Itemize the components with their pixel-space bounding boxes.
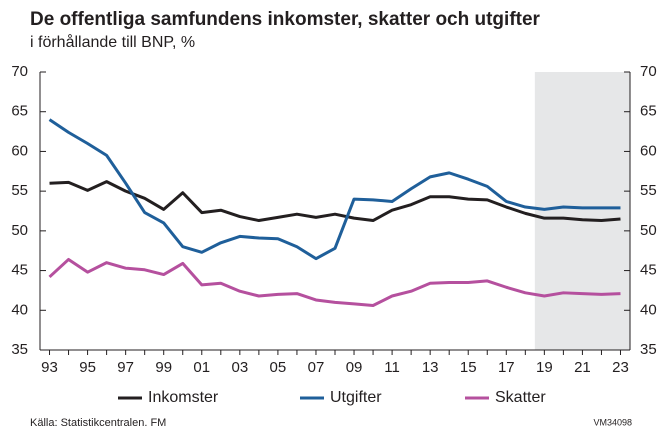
y2-tick-label: 70 xyxy=(640,63,657,80)
x-tick-label: 21 xyxy=(574,359,591,376)
y-tick-label: 65 xyxy=(11,103,28,120)
x-tick-label: 03 xyxy=(231,359,248,376)
y2-tick-label: 40 xyxy=(640,301,657,318)
y2-tick-label: 35 xyxy=(640,341,657,358)
y-tick-label: 50 xyxy=(11,222,28,239)
x-tick-label: 11 xyxy=(384,359,400,376)
source: Källa: Statistikcentralen. FM xyxy=(30,417,166,429)
y2-tick-label: 65 xyxy=(640,103,657,120)
y2-tick-label: 45 xyxy=(640,262,657,279)
x-tick-label: 07 xyxy=(308,359,325,376)
x-tick-label: 93 xyxy=(41,359,58,376)
line-skatter xyxy=(48,257,621,308)
legend-label: Inkomster xyxy=(148,389,219,406)
chart-title: De offentliga samfundens inkomster, skat… xyxy=(30,9,541,30)
x-tick-label: 23 xyxy=(612,359,629,376)
y2-tick-label: 50 xyxy=(640,222,657,239)
y-tick-label: 40 xyxy=(11,301,28,318)
line-utgifter xyxy=(48,118,621,261)
x-tick-label: 97 xyxy=(117,359,134,376)
chart-subtitle: i förhållande till BNP, % xyxy=(30,33,195,51)
x-tick-label: 13 xyxy=(422,359,439,376)
x-tick-label: 05 xyxy=(270,359,287,376)
legend-label: Skatter xyxy=(495,389,546,406)
y2-tick-label: 60 xyxy=(640,142,657,159)
x-tick-label: 09 xyxy=(346,359,363,376)
code: VM34098 xyxy=(593,417,632,427)
y-tick-label: 35 xyxy=(11,341,28,358)
y-tick-label: 70 xyxy=(11,63,28,80)
y-tick-label: 55 xyxy=(11,182,28,199)
y2-tick-label: 55 xyxy=(640,182,657,199)
y-tick-label: 45 xyxy=(11,262,28,279)
x-tick-label: 17 xyxy=(498,359,515,376)
x-tick-label: 99 xyxy=(155,359,172,376)
legend-label: Utgifter xyxy=(330,389,382,406)
x-tick-label: 01 xyxy=(193,359,210,376)
x-tick-label: 19 xyxy=(536,359,553,376)
line-inkomster xyxy=(49,180,621,223)
x-tick-label: 15 xyxy=(460,359,477,376)
forecast-band xyxy=(534,72,630,350)
y-tick-label: 60 xyxy=(11,142,28,159)
x-tick-label: 95 xyxy=(79,359,96,376)
